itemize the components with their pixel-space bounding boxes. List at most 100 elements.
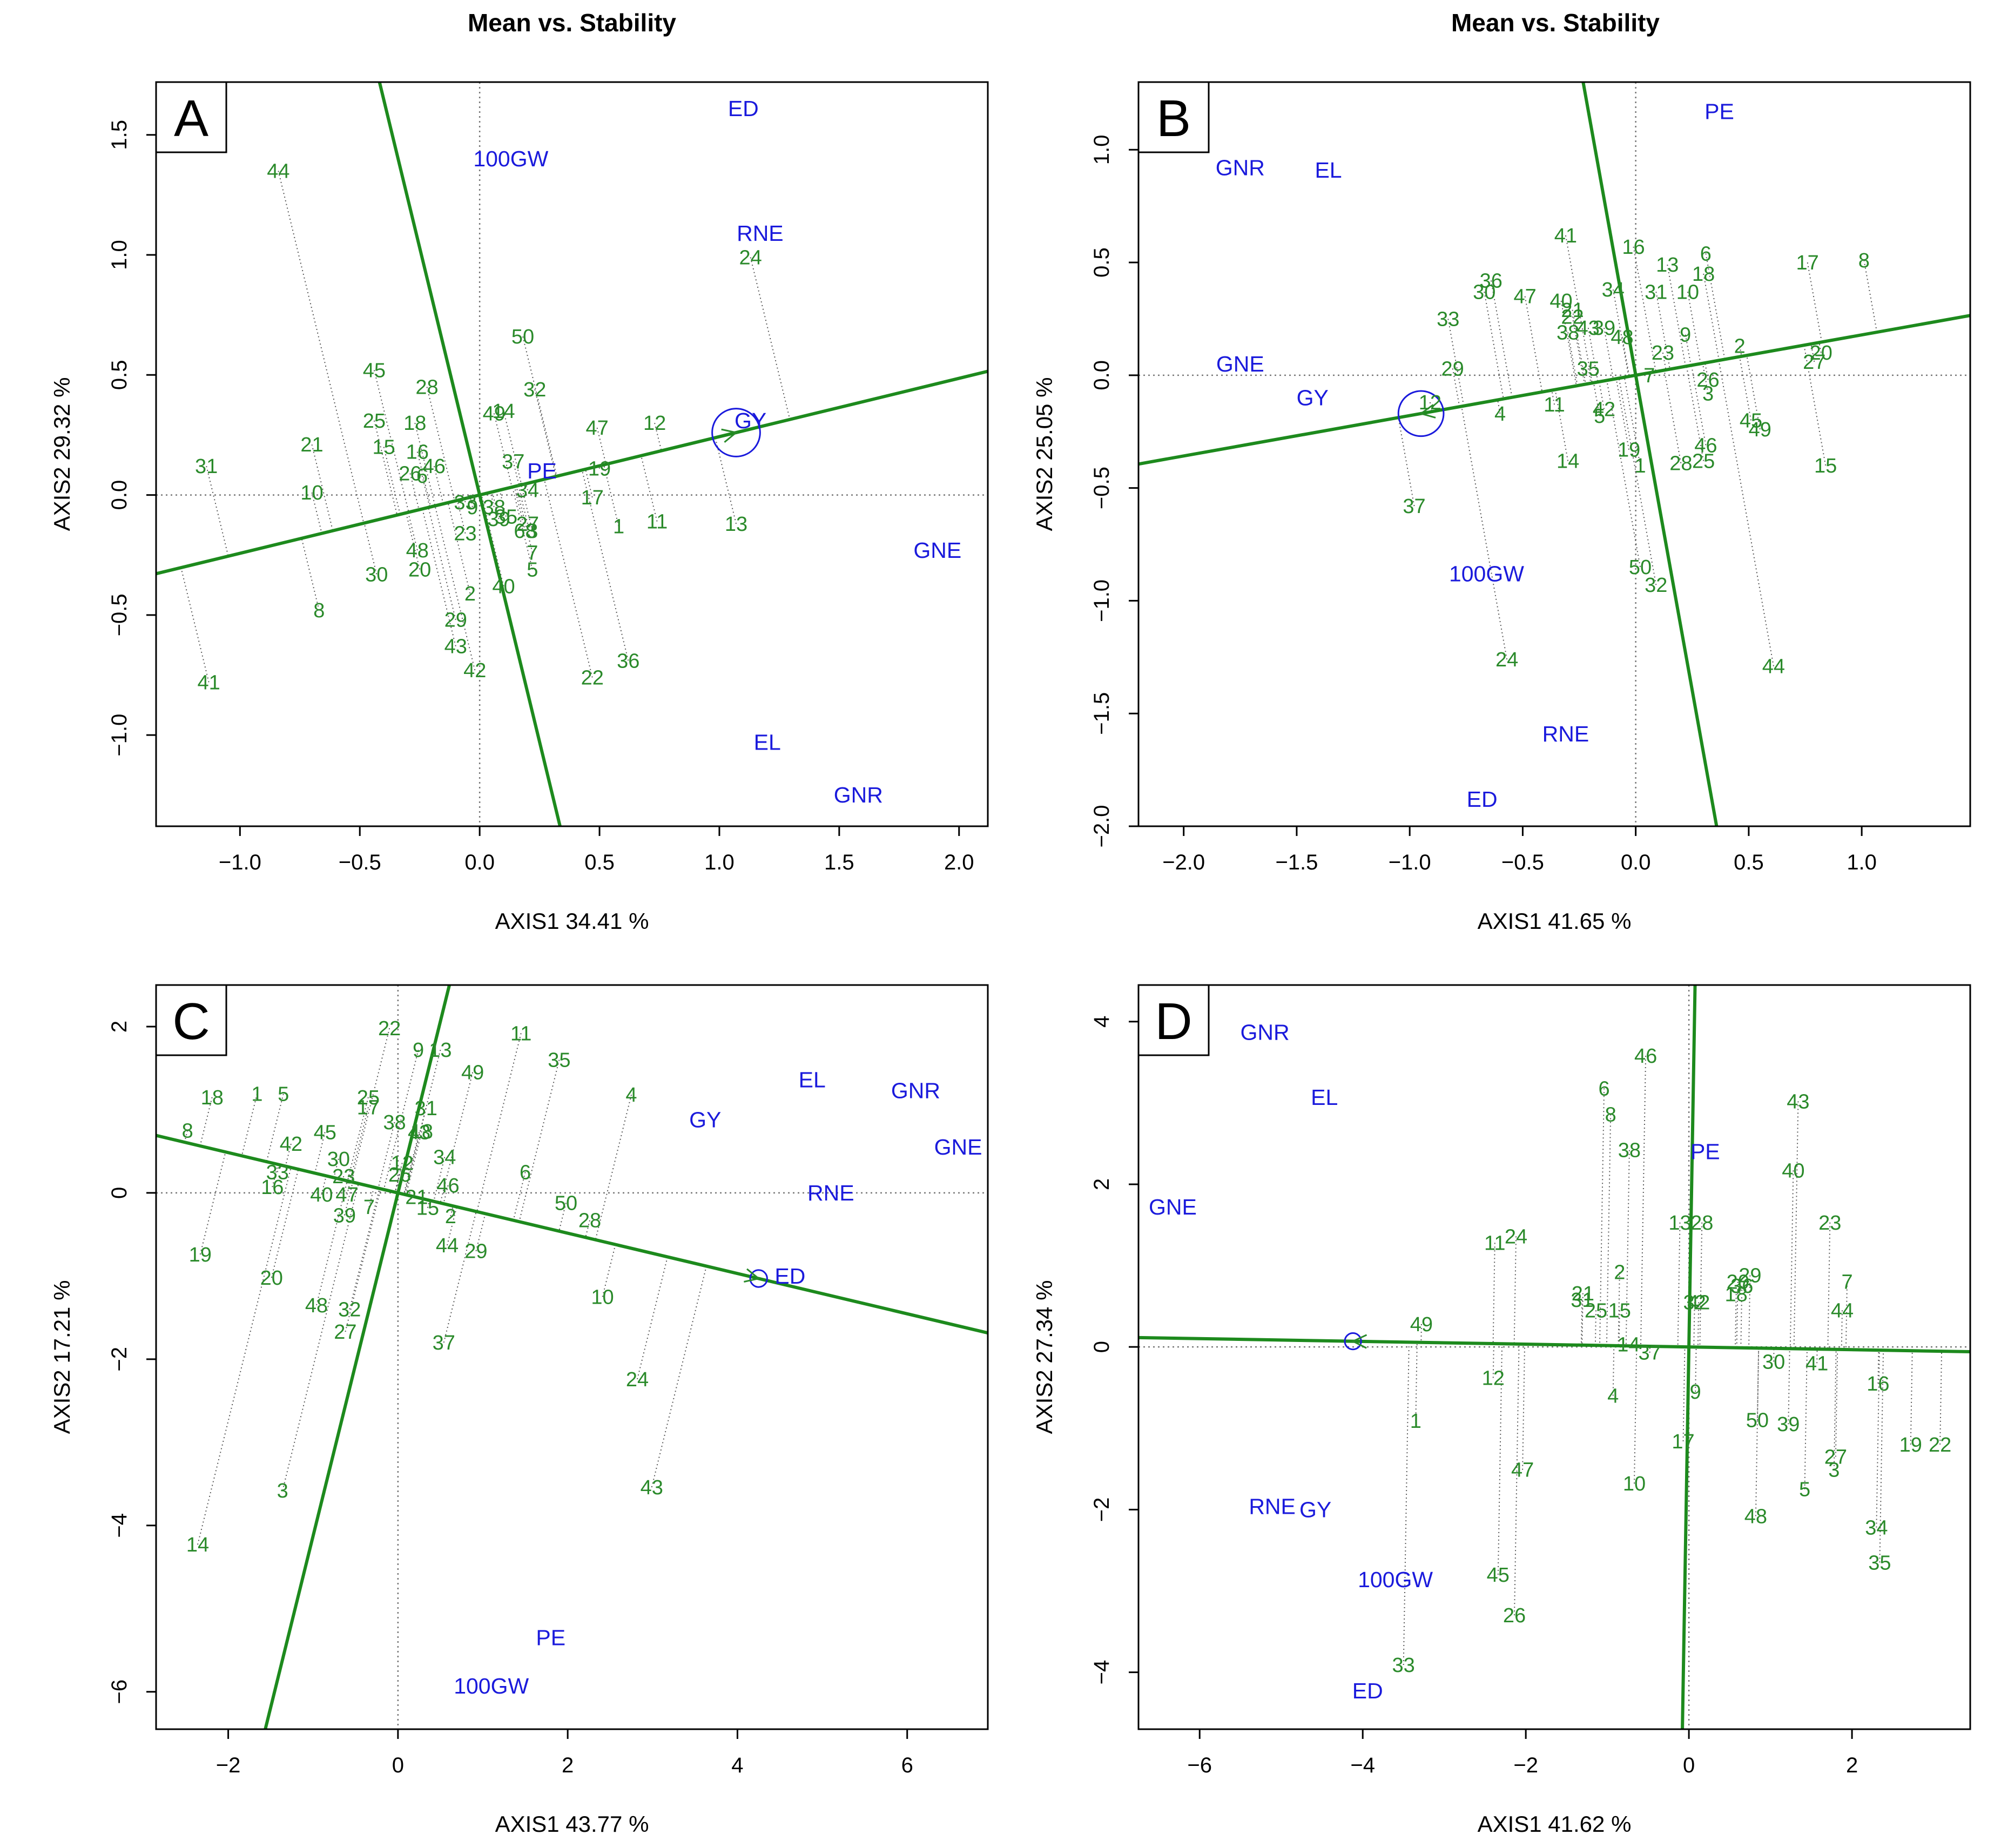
panel-letter: B	[1156, 90, 1191, 147]
genotype-label: 49	[1410, 1313, 1433, 1336]
genotype-label: 43	[1787, 1090, 1809, 1113]
projection-line	[373, 370, 409, 512]
genotype-label: 14	[492, 400, 515, 423]
projection-line	[1490, 280, 1513, 397]
genotype-label: 42	[463, 659, 486, 682]
environment-label-gy: GY	[735, 408, 766, 433]
projection-line	[1560, 300, 1577, 386]
genotype-label: 15	[1608, 1299, 1631, 1322]
genotype-label: 30	[1473, 281, 1495, 303]
genotype-label: 27	[516, 513, 539, 536]
genotype-label: 41	[1554, 225, 1577, 247]
projection-line	[1740, 1286, 1743, 1348]
projection-line	[1625, 1150, 1630, 1346]
genotype-label: 2	[1614, 1262, 1625, 1284]
projection-line	[427, 1200, 430, 1208]
genotype-label: 38	[483, 496, 506, 519]
projection-line	[1452, 368, 1460, 407]
genotype-label: 27	[334, 1321, 356, 1344]
genotype-label: 23	[454, 523, 476, 545]
projection-line	[1939, 1351, 1943, 1445]
genotype-label: 19	[1618, 439, 1640, 462]
genotype-label: 47	[585, 417, 608, 440]
environment-label-rne: RNE	[1542, 721, 1589, 746]
genotype-label: 8	[1605, 1103, 1616, 1126]
y-tick-label: −2.0	[1090, 805, 1114, 848]
genotype-label: 48	[305, 1294, 328, 1317]
x-tick-label: 4	[731, 1753, 743, 1777]
genotype-label: 28	[1690, 1212, 1713, 1235]
average-environment-circle	[749, 1269, 768, 1288]
genotype-label: 29	[1441, 358, 1464, 380]
genotype-label: 49	[461, 1062, 484, 1084]
projection-line	[447, 1206, 457, 1246]
average-environment-axis	[156, 369, 988, 576]
genotype-label: 39	[1593, 317, 1615, 340]
genotype-label: 21	[1561, 299, 1584, 322]
projection-line	[1734, 1294, 1737, 1348]
y-tick-label: 2	[107, 1021, 131, 1033]
environment-label-gy: GY	[1297, 386, 1329, 410]
genotype-label: 15	[372, 436, 395, 459]
panel-letter-box	[155, 81, 227, 153]
y-tick-label: 1.0	[107, 240, 131, 270]
genotype-label: 38	[1618, 1139, 1641, 1162]
projection-line	[1686, 366, 1704, 461]
genotype-label: 2	[1734, 335, 1746, 358]
genotype-label: 30	[327, 1148, 350, 1171]
genotype-label: 30	[1762, 1351, 1785, 1373]
environment-label-ed: ED	[728, 96, 759, 121]
genotype-label: 17	[1672, 1431, 1694, 1453]
genotype-label: 31	[415, 1097, 437, 1120]
genotype-label: 1	[251, 1083, 262, 1106]
projection-line	[349, 1107, 369, 1182]
genotype-label: 2	[464, 583, 476, 605]
genotype-label: 49	[1749, 419, 1771, 441]
environment-label-gne: GNE	[934, 1135, 982, 1159]
environment-label-ed: ED	[1467, 787, 1498, 812]
y-tick-label: −1.5	[1090, 692, 1114, 735]
average-environment-arrow	[744, 1268, 761, 1283]
projection-line	[1682, 1347, 1686, 1441]
environment-label-ed: ED	[774, 1264, 805, 1289]
projection-line	[596, 427, 607, 464]
genotype-label: 43	[408, 1122, 430, 1144]
genotype-label: 13	[725, 513, 747, 536]
genotype-label: 5	[527, 558, 538, 581]
projection-line	[585, 469, 593, 498]
genotype-label: 17	[581, 487, 604, 509]
projection-line	[515, 485, 533, 553]
genotype-label: 34	[1865, 1517, 1888, 1540]
average-environment-axis	[1138, 1336, 1970, 1354]
genotype-label: 43	[444, 636, 467, 658]
projection-line	[1910, 1351, 1913, 1445]
y-tick-label: −0.5	[1090, 467, 1114, 509]
genotype-label: 10	[591, 1286, 614, 1309]
genotype-label: 12	[1419, 392, 1441, 414]
environment-label-ed: ED	[1352, 1678, 1383, 1703]
projection-line	[1835, 1349, 1838, 1457]
genotype-label: 49	[483, 402, 506, 425]
projection-line	[1756, 1348, 1760, 1420]
y-tick-label: 1.5	[107, 120, 131, 150]
genotype-label: 37	[1639, 1342, 1661, 1365]
projection-line	[750, 257, 791, 420]
y-axis-title: AXIS2 25.05 %	[1032, 377, 1057, 531]
genotype-label: 7	[1643, 365, 1655, 387]
genotype-label: 43	[1577, 317, 1600, 340]
y-tick-label: 1.0	[1090, 134, 1114, 165]
genotype-label: 33	[1392, 1654, 1415, 1677]
genotype-label: 10	[300, 482, 323, 504]
genotype-label: 20	[1810, 342, 1832, 365]
genotype-label: 36	[617, 650, 639, 672]
projection-line	[1599, 381, 1605, 409]
x-tick-label: 0	[392, 1753, 404, 1777]
projection-line	[1618, 1272, 1620, 1346]
projection-line	[1606, 1114, 1612, 1346]
genotype-label: 35	[548, 1049, 570, 1072]
projection-line	[277, 1164, 280, 1172]
projection-line	[311, 492, 322, 534]
projection-line	[469, 497, 473, 508]
projection-line	[414, 422, 436, 506]
